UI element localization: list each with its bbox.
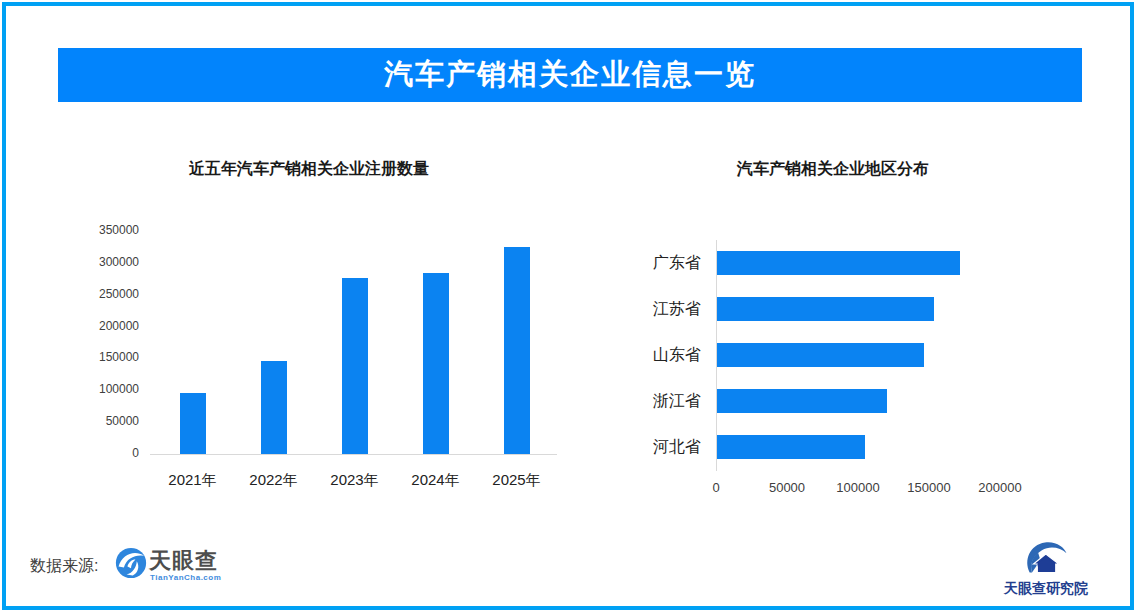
bar-山东省	[717, 343, 924, 367]
research-institute-logo-icon	[1022, 537, 1068, 578]
x-axis-tick-label: 150000	[889, 480, 969, 495]
x-axis-tick-label: 200000	[960, 480, 1040, 495]
y-axis-category-label: 广东省	[611, 253, 701, 274]
bar-河北省	[717, 435, 865, 459]
x-axis-tick-label: 50000	[747, 480, 827, 495]
research-institute-text: 天眼查研究院	[1000, 580, 1092, 598]
y-axis-category-label: 江苏省	[611, 299, 701, 320]
y-axis-category-label: 河北省	[611, 437, 701, 458]
bar-江苏省	[717, 297, 934, 321]
x-axis-tick-label: 0	[676, 480, 756, 495]
x-axis-tick-label: 100000	[818, 480, 898, 495]
tianyancha-logo-subtext: TianYanCha.com	[150, 574, 221, 582]
y-axis-category-label: 山东省	[611, 345, 701, 366]
y-axis-category-label: 浙江省	[611, 391, 701, 412]
bar-广东省	[717, 251, 960, 275]
bar-浙江省	[717, 389, 887, 413]
region-distribution-chart: 汽车产销相关企业地区分布 广东省江苏省山东省浙江省河北省 050000100000…	[0, 0, 1136, 612]
data-source-label: 数据来源:	[30, 556, 98, 577]
tianyancha-logo-text: 天眼查	[149, 550, 218, 572]
tianyancha-logo-icon	[115, 547, 147, 579]
right-chart-title: 汽车产销相关企业地区分布	[633, 159, 1033, 180]
